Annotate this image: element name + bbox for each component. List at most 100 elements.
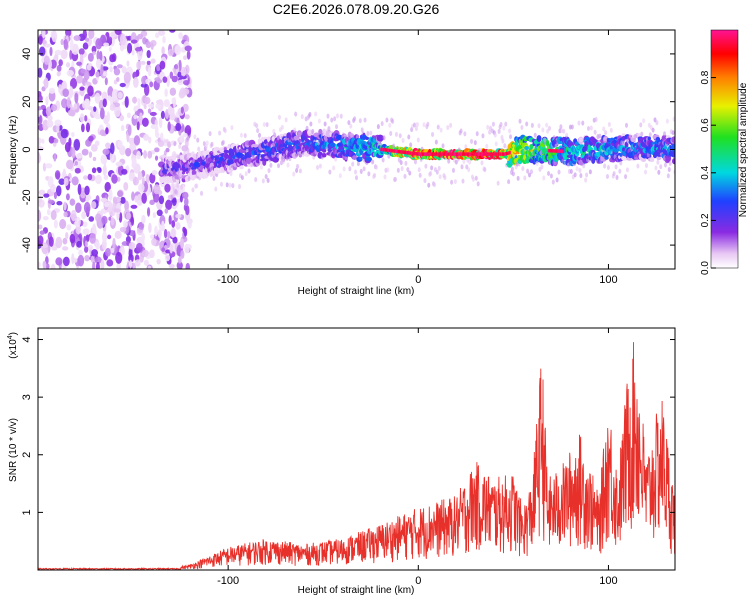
heat-cell (453, 179, 457, 185)
heat-cell (113, 102, 121, 108)
heat-cell (438, 174, 442, 180)
heat-cell (66, 224, 72, 231)
heat-cell (388, 148, 391, 153)
heat-cell (354, 169, 358, 175)
heat-cell (516, 175, 520, 181)
heat-cell (665, 118, 669, 124)
heat-cell (443, 152, 446, 156)
heat-cell (586, 125, 590, 131)
heat-cell (565, 132, 569, 138)
heat-cell (182, 226, 186, 233)
heat-cell (504, 121, 508, 127)
y-tick-label: 2 (21, 452, 33, 458)
x-tick-label: 0 (415, 274, 421, 286)
heat-cell (467, 152, 469, 156)
heat-cell (175, 122, 182, 132)
heat-cell (157, 30, 166, 36)
heat-cell (155, 99, 163, 105)
heat-cell (151, 170, 158, 176)
heat-cell (143, 133, 150, 141)
heat-cell (124, 200, 129, 212)
heat-cell (316, 165, 320, 171)
heat-cell (479, 152, 481, 156)
heat-cell (414, 151, 416, 156)
heat-cell (183, 55, 188, 61)
heat-cell (376, 124, 380, 130)
snr-x-label: Height of straight line (km) (298, 585, 415, 596)
heat-cell (503, 143, 507, 149)
heat-cell (150, 234, 155, 239)
heat-cell (164, 254, 171, 262)
heat-cell (451, 167, 455, 173)
heat-cell (318, 163, 322, 169)
heat-cell (382, 135, 386, 141)
heat-cell (142, 249, 149, 258)
heat-cell (429, 152, 431, 156)
heat-cell (58, 59, 63, 67)
heat-cell (163, 228, 168, 239)
heat-cell (109, 54, 116, 63)
heat-cell (529, 143, 534, 150)
heat-cell (164, 88, 168, 97)
heat-cell (384, 148, 386, 152)
heat-cell (399, 160, 403, 166)
heat-cell (594, 117, 598, 123)
heat-cell (406, 150, 409, 155)
heat-cell (636, 163, 640, 169)
heat-cell (655, 120, 659, 126)
heat-cell (432, 152, 434, 156)
heat-cell (71, 253, 75, 265)
heat-cell (108, 188, 113, 201)
heat-cell (83, 70, 90, 81)
heat-cell (488, 152, 490, 156)
heat-cell (141, 176, 145, 185)
heat-cell (266, 178, 270, 184)
heat-cell (93, 106, 97, 112)
heat-cell (578, 167, 582, 173)
heat-cell (62, 246, 69, 251)
heat-cell (499, 122, 503, 128)
heat-cell (61, 82, 66, 90)
heat-cell (99, 50, 103, 62)
heat-cell (502, 125, 506, 131)
heat-cell (488, 129, 492, 135)
heat-cell (388, 122, 392, 128)
heat-cell (135, 242, 143, 253)
heat-cell (39, 230, 45, 235)
y-tick-label: -20 (21, 189, 33, 205)
heat-cell (229, 171, 233, 177)
heat-cell (501, 152, 504, 156)
heat-cell (258, 132, 262, 138)
chart-title: C2E6.2026.078.09.20.G26 (273, 1, 440, 17)
heat-cell (75, 216, 81, 228)
heat-cell (503, 152, 506, 156)
heat-cell (547, 171, 551, 177)
heat-cell (497, 152, 499, 156)
heat-cell (422, 122, 426, 128)
y-tick-label: 20 (21, 96, 33, 108)
heat-cell (327, 126, 331, 132)
heat-cell (432, 182, 436, 188)
heat-cell (309, 121, 313, 127)
heat-cell (604, 156, 609, 160)
colorbar-tick-label: 0.2 (700, 213, 711, 227)
x-tick-label: 100 (599, 274, 617, 286)
heat-cell (648, 132, 652, 138)
heat-cell (447, 158, 451, 164)
heat-cell (43, 193, 50, 198)
heat-cell (101, 208, 106, 214)
heat-cell (75, 202, 82, 214)
heat-cell (259, 164, 263, 170)
heat-cell (63, 38, 69, 50)
heat-cell (286, 162, 290, 168)
heat-cell (380, 147, 382, 152)
heat-cell (589, 125, 593, 131)
heat-cell (493, 132, 497, 138)
heat-cell (409, 151, 411, 155)
heat-cell (71, 131, 75, 138)
heat-cell (628, 133, 632, 139)
heat-cell (300, 114, 304, 120)
heat-cell (329, 142, 336, 148)
heat-cell (308, 111, 312, 117)
heat-cell (640, 131, 644, 137)
